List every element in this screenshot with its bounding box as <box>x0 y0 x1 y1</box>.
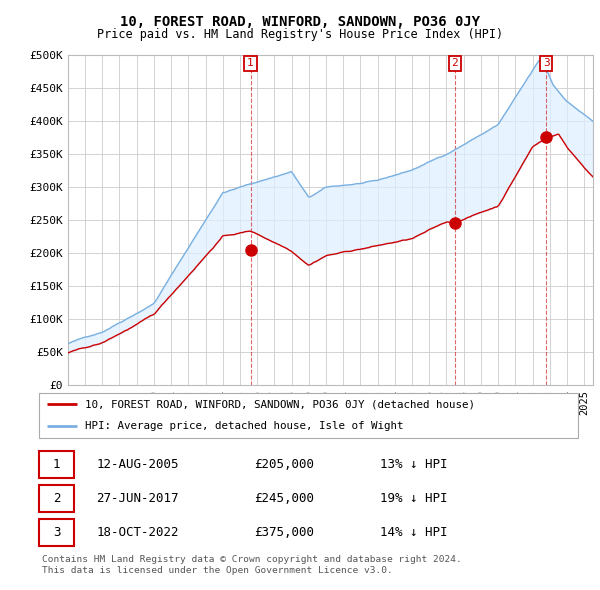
Text: 18-OCT-2022: 18-OCT-2022 <box>96 526 179 539</box>
FancyBboxPatch shape <box>39 393 578 438</box>
Text: 1: 1 <box>247 58 254 68</box>
Text: £375,000: £375,000 <box>254 526 314 539</box>
Text: 1: 1 <box>53 458 60 471</box>
Text: This data is licensed under the Open Government Licence v3.0.: This data is licensed under the Open Gov… <box>42 566 393 575</box>
Text: Price paid vs. HM Land Registry's House Price Index (HPI): Price paid vs. HM Land Registry's House … <box>97 28 503 41</box>
FancyBboxPatch shape <box>39 519 74 546</box>
Text: £205,000: £205,000 <box>254 458 314 471</box>
Text: 19% ↓ HPI: 19% ↓ HPI <box>380 491 448 505</box>
Text: Contains HM Land Registry data © Crown copyright and database right 2024.: Contains HM Land Registry data © Crown c… <box>42 555 462 563</box>
FancyBboxPatch shape <box>39 451 74 478</box>
FancyBboxPatch shape <box>39 485 74 512</box>
Text: £245,000: £245,000 <box>254 491 314 505</box>
Text: 13% ↓ HPI: 13% ↓ HPI <box>380 458 448 471</box>
Text: 3: 3 <box>53 526 60 539</box>
Text: 2: 2 <box>451 58 458 68</box>
Text: 12-AUG-2005: 12-AUG-2005 <box>96 458 179 471</box>
Text: 27-JUN-2017: 27-JUN-2017 <box>96 491 179 505</box>
Text: 10, FOREST ROAD, WINFORD, SANDOWN, PO36 0JY: 10, FOREST ROAD, WINFORD, SANDOWN, PO36 … <box>120 15 480 29</box>
Text: 3: 3 <box>543 58 550 68</box>
Text: HPI: Average price, detached house, Isle of Wight: HPI: Average price, detached house, Isle… <box>85 421 404 431</box>
Text: 14% ↓ HPI: 14% ↓ HPI <box>380 526 448 539</box>
Text: 10, FOREST ROAD, WINFORD, SANDOWN, PO36 0JY (detached house): 10, FOREST ROAD, WINFORD, SANDOWN, PO36 … <box>85 399 475 409</box>
Text: 2: 2 <box>53 491 60 505</box>
